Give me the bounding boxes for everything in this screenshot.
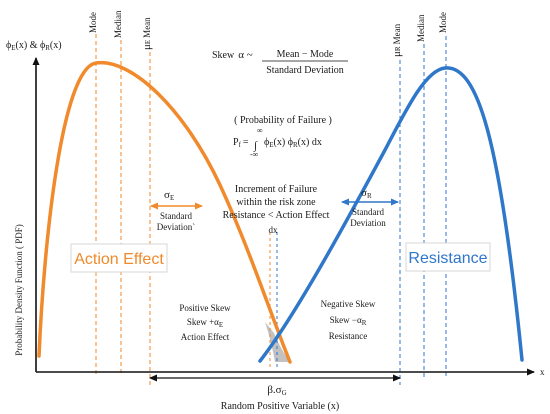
failure-zone-dx: dx: [269, 225, 279, 235]
action-mean-label: μEMean: [141, 17, 153, 50]
action-skew-line1: Positive Skew: [179, 303, 231, 313]
failure-formula-body: ϕE(x) ϕR(x) dx: [264, 137, 322, 149]
action-skew-line3: Action Effect: [181, 332, 230, 342]
skew-formula-prefix: Skew α ~: [212, 49, 253, 61]
resistance-box: [405, 242, 491, 272]
skew-formula-denominator: Standard Deviation: [266, 65, 343, 76]
resistance-skew-line2: Skew −αR: [330, 315, 367, 327]
failure-zone-line1: Increment of Failure: [235, 184, 318, 195]
action-skew-line2: Skew +αE: [187, 317, 223, 329]
y-axis-label: Probability Density Function ( PDF): [14, 224, 24, 356]
resistance-mean-label: μRMean: [391, 23, 403, 57]
action-median-label: Median: [113, 10, 123, 38]
action-effect-box: [70, 243, 168, 273]
resistance-std-label-line2: Deviation: [350, 218, 386, 228]
failure-zone-line2: within the risk zone: [236, 197, 316, 208]
resistance-curve: [258, 66, 524, 363]
x-axis-label: Random Positive Variable (x): [221, 401, 339, 412]
action-sigma-label: σE: [164, 189, 174, 202]
action-mode-label: Mode: [88, 12, 98, 33]
failure-formula-heading: ( Probability of Failure ): [234, 115, 332, 126]
resistance-std-label-line1: Standard: [352, 207, 384, 217]
failure-formula-integral: ∫: [253, 140, 258, 152]
y-axis-top-label: ϕE(x) & ϕR(x): [6, 40, 62, 52]
failure-zone-line3: Resistance < Action Effect: [223, 210, 330, 221]
resistance-sigma-label: σR: [361, 187, 372, 200]
failure-formula-lhs: Pf =: [233, 137, 249, 149]
x-axis-end-label: x: [540, 367, 545, 377]
failure-formula-lower-limit: -∞: [250, 150, 259, 159]
failure-formula-upper-limit: ∞: [257, 126, 263, 135]
resistance-median-label: Median: [416, 14, 426, 42]
resistance-mode-label: Mode: [438, 12, 448, 33]
action-effect-curve: [37, 61, 292, 364]
resistance-box-label: Resistance: [408, 250, 487, 267]
action-std-label-line2: Deviation`: [157, 222, 196, 232]
action-std-label-line1: Standard: [160, 211, 192, 221]
action-effect-box-label: Action Effect: [74, 251, 164, 268]
resistance-skew-line1: Negative Skew: [321, 299, 376, 309]
beta-sigma-label: β.σG: [267, 384, 286, 397]
resistance-skew-line3: Resistance: [329, 331, 368, 341]
skew-formula-numerator: Mean − Mode: [277, 49, 334, 60]
